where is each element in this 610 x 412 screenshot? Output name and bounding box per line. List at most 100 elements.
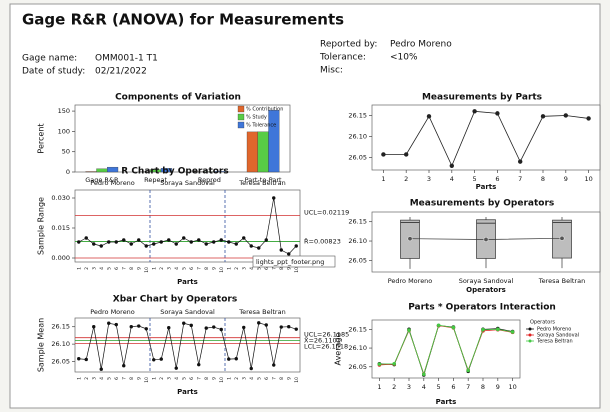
x-tick-label: 2 bbox=[392, 383, 396, 391]
point bbox=[227, 240, 230, 243]
point bbox=[175, 242, 178, 245]
x-tick-label: 3 bbox=[241, 267, 247, 270]
x-tick-label: 5 bbox=[256, 377, 262, 380]
x-tick-label: 10 bbox=[219, 377, 225, 383]
chart-title: R Chart by Operators bbox=[121, 167, 228, 177]
x-tick-label: 7 bbox=[196, 267, 202, 270]
point bbox=[242, 236, 245, 239]
point bbox=[257, 246, 260, 249]
x-tick-label: 5 bbox=[437, 383, 441, 391]
x-tick-label: 4 bbox=[450, 175, 454, 183]
x-tick-label: 6 bbox=[189, 267, 195, 270]
label: Date of study: bbox=[22, 67, 85, 77]
point bbox=[250, 244, 253, 247]
point bbox=[100, 368, 103, 371]
value: OMM001-1 T1 bbox=[95, 54, 158, 64]
point bbox=[115, 323, 118, 326]
point bbox=[280, 248, 283, 251]
x-axis-label: Parts bbox=[177, 278, 198, 286]
x-axis-label: Parts bbox=[436, 398, 457, 406]
point bbox=[190, 240, 193, 243]
x-tick-label: 7 bbox=[518, 175, 522, 183]
x-tick-label: 10 bbox=[144, 377, 150, 383]
y-tick-label: 0.000 bbox=[51, 254, 70, 262]
x-tick-label: Soraya Sandoval bbox=[459, 277, 514, 285]
x-tick-label: 5 bbox=[181, 377, 187, 380]
point bbox=[272, 196, 275, 199]
chart-title: Parts * Operators Interaction bbox=[408, 303, 556, 313]
point bbox=[287, 252, 290, 255]
x-tick-label: 5 bbox=[106, 267, 112, 270]
point bbox=[160, 240, 163, 243]
point bbox=[564, 113, 568, 117]
y-tick-label: 50 bbox=[62, 148, 70, 156]
point bbox=[85, 236, 88, 239]
x-tick-label: 4 bbox=[99, 267, 105, 270]
x-tick-label: 4 bbox=[422, 383, 426, 391]
point bbox=[122, 238, 125, 241]
group-label: Teresa Beltran bbox=[238, 308, 285, 316]
point bbox=[175, 366, 178, 369]
point bbox=[481, 328, 485, 332]
point bbox=[265, 238, 268, 241]
bar bbox=[107, 167, 118, 172]
legend-swatch bbox=[238, 106, 244, 112]
point bbox=[160, 357, 163, 360]
y-tick-label: 150 bbox=[58, 107, 70, 115]
group-label: Soraya Sandoval bbox=[160, 179, 215, 187]
y-tick-label: 26.15 bbox=[348, 218, 367, 226]
x-tick-label: 9 bbox=[136, 267, 142, 270]
point bbox=[265, 323, 268, 326]
tooltip: lights_ppt_footer.png bbox=[256, 258, 324, 266]
mean-point bbox=[484, 237, 488, 241]
x-tick-label: 1 bbox=[226, 267, 232, 270]
point bbox=[77, 357, 80, 360]
legend-marker bbox=[529, 334, 532, 337]
y-tick-label: 0.030 bbox=[51, 194, 70, 202]
x-tick-label: 3 bbox=[91, 267, 97, 270]
x-tick-label: 3 bbox=[407, 383, 411, 391]
x-axis-label: Operators bbox=[466, 286, 506, 294]
point bbox=[152, 358, 155, 361]
value: 02/21/2022 bbox=[95, 67, 147, 77]
point bbox=[107, 322, 110, 325]
x-tick-label: 9 bbox=[496, 383, 500, 391]
x-tick-label: 4 bbox=[174, 377, 180, 380]
point bbox=[212, 325, 215, 328]
label: Misc: bbox=[320, 66, 343, 76]
point bbox=[295, 244, 298, 247]
point bbox=[250, 367, 253, 370]
point bbox=[197, 238, 200, 241]
x-tick-label: 5 bbox=[181, 267, 187, 270]
point bbox=[190, 324, 193, 327]
x-tick-label: 1 bbox=[151, 377, 157, 380]
y-tick-label: 26.05 bbox=[348, 153, 367, 161]
x-tick-label: 1 bbox=[377, 383, 381, 391]
point bbox=[130, 242, 133, 245]
x-tick-label: 8 bbox=[279, 267, 285, 270]
point bbox=[280, 325, 283, 328]
chart-title: Components of Variation bbox=[115, 93, 241, 103]
x-tick-label: 3 bbox=[166, 377, 172, 380]
point bbox=[586, 116, 590, 120]
y-axis-label: Sample Range bbox=[37, 197, 46, 255]
point bbox=[77, 240, 80, 243]
limit-label: R̄=0.00823 bbox=[304, 236, 341, 245]
point bbox=[220, 328, 223, 331]
x-tick-label: 6 bbox=[264, 267, 270, 270]
x-tick-label: 3 bbox=[427, 175, 431, 183]
y-tick-label: 26.15 bbox=[348, 325, 367, 333]
y-tick-label: 26.10 bbox=[348, 344, 367, 352]
legend-swatch bbox=[238, 122, 244, 128]
x-tick-label: 9 bbox=[211, 267, 217, 270]
point bbox=[227, 357, 230, 360]
x-tick-label: 6 bbox=[451, 383, 455, 391]
bar bbox=[258, 132, 269, 172]
point bbox=[496, 328, 500, 332]
point bbox=[407, 328, 411, 332]
label: Tolerance: bbox=[319, 53, 366, 63]
x-tick-label: 3 bbox=[166, 267, 172, 270]
x-tick-label: 9 bbox=[211, 377, 217, 380]
point bbox=[257, 321, 260, 324]
y-tick-label: 26.05 bbox=[51, 358, 70, 366]
